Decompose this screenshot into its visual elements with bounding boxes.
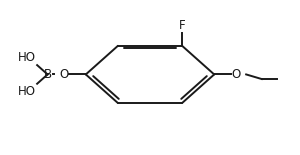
Text: O: O: [232, 68, 241, 81]
Text: F: F: [179, 19, 185, 31]
Text: O: O: [59, 68, 68, 81]
Text: B: B: [44, 68, 52, 81]
Text: HO: HO: [18, 84, 36, 97]
Text: HO: HO: [18, 51, 36, 64]
